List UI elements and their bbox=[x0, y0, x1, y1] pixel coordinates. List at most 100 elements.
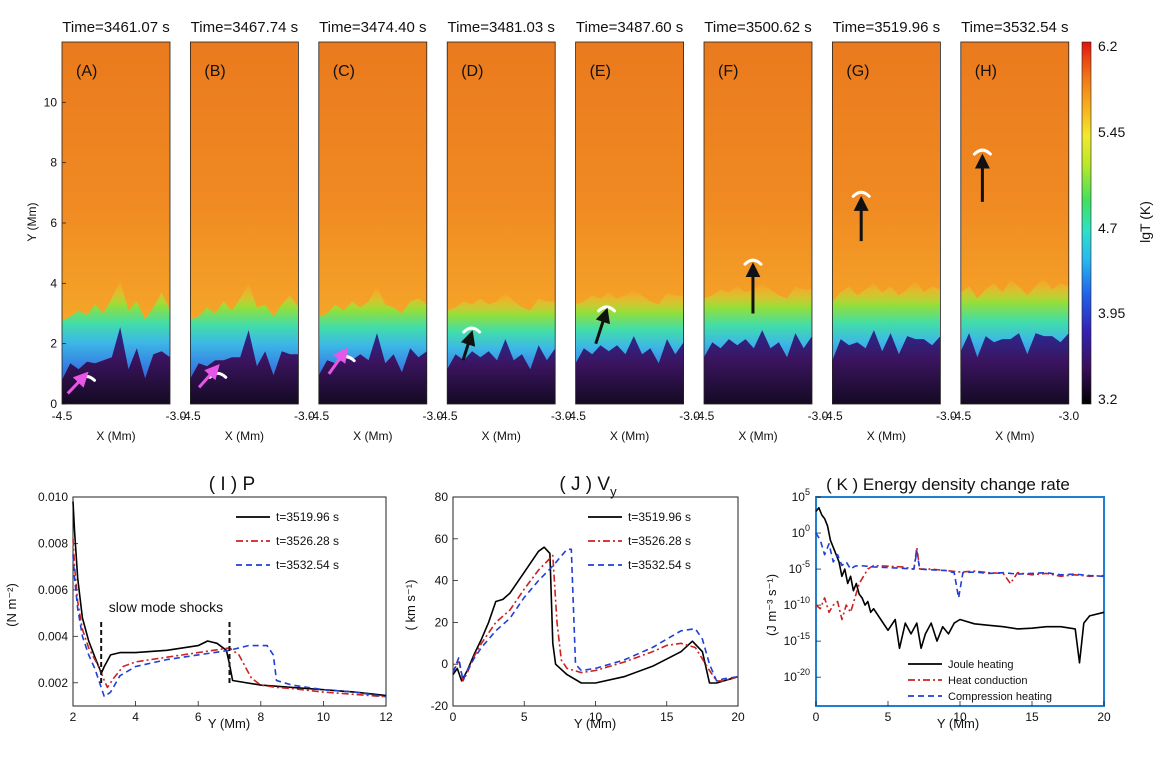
y-tick-label: 0.008 bbox=[38, 536, 68, 550]
map-time-title: Time=3461.07 s bbox=[62, 19, 169, 36]
map-chromosphere bbox=[447, 339, 556, 404]
x-tick-label: 20 bbox=[731, 710, 745, 724]
map-x-axis-label: X (Mm) bbox=[353, 429, 392, 443]
map-frame bbox=[575, 41, 684, 405]
y-tick-label: 80 bbox=[435, 490, 449, 504]
energy-rate-y-axis-label: (J m⁻³ s⁻¹) bbox=[764, 574, 779, 636]
map-panel-label: (A) bbox=[76, 63, 97, 80]
map-x-axis-label: X (Mm) bbox=[610, 429, 649, 443]
map-time-title: Time=3532.54 s bbox=[961, 19, 1068, 36]
map-chromosphere bbox=[190, 330, 299, 404]
legend-label-2: t=3532.54 s bbox=[276, 558, 339, 572]
x-tick-label: 5 bbox=[885, 710, 892, 724]
x-tick-label: 10 bbox=[317, 710, 331, 724]
x-tick-label: 10 bbox=[953, 710, 967, 724]
map-panel-label: (G) bbox=[846, 63, 869, 80]
map-x-tick-left: -4.5 bbox=[52, 409, 73, 423]
y-tick-label: 60 bbox=[435, 532, 449, 546]
y-tick-label: 10-5 bbox=[789, 559, 810, 576]
series-line-2 bbox=[815, 532, 1105, 599]
shock-arrow bbox=[460, 330, 476, 361]
colorbar-label: lgT (K) bbox=[1137, 201, 1153, 243]
legend-label-0: t=3519.96 s bbox=[276, 510, 339, 524]
pressure-plot: ( I ) P (N m⁻²) Y (Mm) slow mode shocks bbox=[4, 474, 255, 731]
map-x-axis-label: X (Mm) bbox=[225, 429, 264, 443]
map-frame bbox=[703, 41, 813, 405]
shock-front-arc bbox=[972, 148, 992, 156]
y-tick-label: 0 bbox=[441, 657, 448, 671]
x-tick-label: 0 bbox=[450, 710, 457, 724]
map-x-tick-right: -3.0 bbox=[294, 409, 315, 423]
shock-arrow bbox=[66, 371, 89, 395]
map-panel-label: (C) bbox=[333, 63, 355, 80]
legend-label-1: Heat conduction bbox=[948, 675, 1028, 687]
map-x-tick-left: -4.5 bbox=[437, 409, 458, 423]
map-frame bbox=[960, 41, 1070, 405]
x-tick-label: 12 bbox=[379, 710, 393, 724]
shock-arrow bbox=[594, 307, 610, 345]
energy-rate-plot-title: ( K ) Energy density change rate bbox=[826, 475, 1070, 494]
line-plot-2: 0 5 10 15 20 105 100 10-5 10-10 10-15 10-20 Joule h… bbox=[784, 487, 1111, 724]
series-line-2 bbox=[452, 548, 739, 682]
shock-arrow bbox=[327, 347, 348, 375]
map-x-tick-left: -4.5 bbox=[565, 409, 586, 423]
y-tick-label: 0.006 bbox=[38, 583, 68, 597]
map-y-tick: 0 bbox=[50, 397, 57, 411]
legend-label-2: Compression heating bbox=[948, 691, 1052, 703]
colorbar-gradient bbox=[1081, 41, 1092, 405]
map-panel-7: Time=3532.54 s (H) -4.5 -3.0 X (Mm) bbox=[950, 19, 1079, 443]
series-line-1 bbox=[815, 546, 1105, 621]
map-x-tick-left: -4.5 bbox=[950, 409, 971, 423]
map-y-tick: 6 bbox=[50, 216, 57, 230]
colorbar-tick-3: 3.95 bbox=[1098, 305, 1125, 321]
x-tick-label: 4 bbox=[132, 710, 139, 724]
x-tick-label: 15 bbox=[660, 710, 674, 724]
y-tick-label: 100 bbox=[792, 523, 810, 540]
legend-label-0: Joule heating bbox=[948, 659, 1013, 671]
plot-frame bbox=[72, 496, 387, 707]
y-tick-label: 105 bbox=[792, 487, 810, 504]
map-panel-label: (B) bbox=[204, 63, 225, 80]
x-tick-label: 6 bbox=[195, 710, 202, 724]
map-panel-label: (E) bbox=[590, 63, 611, 80]
map-panel-6: Time=3519.96 s (G) -4.5 -3.0 X (Mm) bbox=[822, 19, 957, 443]
y-tick-label: 0.010 bbox=[38, 490, 68, 504]
colorbar-tick-1: 5.45 bbox=[1098, 124, 1125, 140]
colorbar-tick-0: 6.2 bbox=[1098, 38, 1118, 54]
map-x-tick-right: -3.0 bbox=[551, 409, 572, 423]
x-tick-label: 2 bbox=[70, 710, 77, 724]
y-tick-label: 10-20 bbox=[784, 667, 810, 684]
x-tick-label: 15 bbox=[1025, 710, 1039, 724]
map-panel-5: Time=3500.62 s (F) -4.5 -3.0 X (Mm) bbox=[694, 19, 829, 443]
energy-rate-x-axis-label: Y (Mm) bbox=[937, 716, 979, 731]
shock-arrow bbox=[197, 364, 220, 389]
legend-label-2: t=3532.54 s bbox=[628, 558, 691, 572]
temperature-map-panels: Time=3461.07 s(A)-4.5 -3.0X (Mm)Time=3467… bbox=[44, 19, 1080, 443]
map-time-title: Time=3519.96 s bbox=[833, 19, 940, 36]
map-x-tick-left: -4.5 bbox=[694, 409, 715, 423]
series-line-1 bbox=[452, 554, 739, 682]
map-frame bbox=[189, 41, 299, 405]
y-tick-label: 0.002 bbox=[38, 676, 68, 690]
series-line-2 bbox=[72, 555, 387, 698]
series-line-0 bbox=[815, 506, 1105, 664]
map-x-axis-label: X (Mm) bbox=[738, 429, 777, 443]
velocity-x-axis-label: Y (Mm) bbox=[574, 716, 616, 731]
map-chromosphere bbox=[832, 330, 941, 404]
pressure-y-axis-label: (N m⁻²) bbox=[4, 583, 19, 627]
line-plot-0: 2 4 6 8 10 12 0.010 0.008 0.006 0.004 0.002 t=3519.… bbox=[38, 490, 393, 724]
map-x-tick-right: -3.0 bbox=[422, 409, 443, 423]
series-line-0 bbox=[72, 501, 387, 697]
map-x-axis-label: X (Mm) bbox=[867, 429, 906, 443]
y-tick-label: 20 bbox=[435, 615, 449, 629]
y-tick-label: -20 bbox=[431, 699, 449, 713]
map-x-axis-label: X (Mm) bbox=[96, 429, 135, 443]
legend-label-1: t=3526.28 s bbox=[628, 534, 691, 548]
map-time-title: Time=3481.03 s bbox=[447, 19, 554, 36]
map-time-title: Time=3487.60 s bbox=[576, 19, 683, 36]
colorbar: 6.2 5.45 4.7 3.95 3.2 lgT (K) bbox=[1081, 38, 1153, 407]
map-x-tick-right: -3.0 bbox=[808, 409, 829, 423]
map-x-tick-left: -4.5 bbox=[822, 409, 843, 423]
map-time-title: Time=3474.40 s bbox=[319, 19, 426, 36]
